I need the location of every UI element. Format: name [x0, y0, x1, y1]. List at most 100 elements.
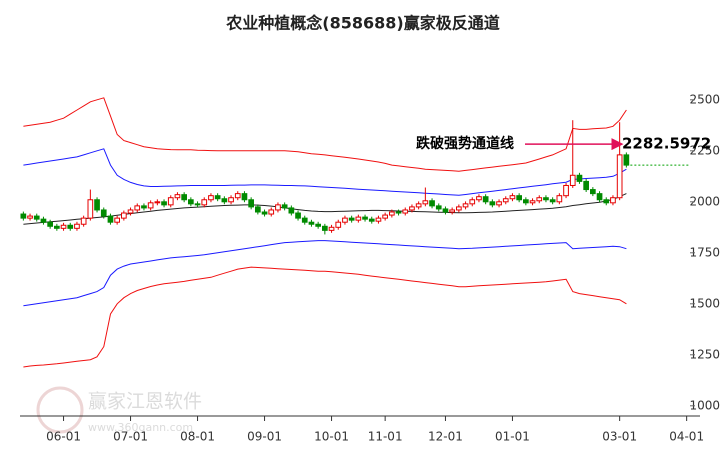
candle-body — [100, 209, 107, 217]
x-tick-label: 08-01 — [180, 430, 215, 444]
candle-body — [435, 205, 442, 210]
candle-body — [529, 200, 536, 204]
channel-line — [23, 97, 627, 172]
candle-body — [147, 202, 154, 209]
candle-body — [295, 212, 301, 219]
candle-body — [516, 195, 522, 201]
candle-body — [489, 201, 496, 206]
candle-body — [27, 215, 33, 219]
candle-body — [80, 217, 87, 225]
candle-body — [154, 201, 161, 204]
candle-body — [40, 218, 47, 223]
candle-body — [502, 198, 509, 203]
candle-body — [556, 195, 563, 203]
candle-body — [342, 217, 348, 223]
candle-body — [596, 193, 603, 201]
candle-body — [482, 196, 489, 203]
candle-body — [409, 206, 415, 211]
candle-body — [402, 209, 409, 214]
candle-body — [134, 205, 141, 211]
candle-body — [181, 194, 187, 201]
x-tick-label: 07-01 — [113, 430, 148, 444]
watermark-text: 赢家江恩软件 — [88, 391, 202, 413]
candle-body — [623, 154, 630, 166]
candle-body — [442, 208, 449, 213]
annotation-value: 2282.5972 — [622, 135, 711, 153]
channel-line — [23, 193, 627, 225]
candle-body — [261, 211, 268, 215]
candle-body — [355, 216, 362, 221]
candle-body — [281, 204, 288, 209]
candle-body — [47, 221, 53, 227]
y-tick-label: 1750 — [689, 245, 720, 259]
candle-body — [543, 197, 549, 201]
watermark-url: www.360gann.com — [88, 421, 193, 434]
y-tick-label: 1250 — [689, 347, 720, 361]
candle-body — [255, 206, 261, 213]
candle-body — [174, 194, 181, 199]
candle-body — [422, 200, 429, 205]
candle-body — [328, 226, 335, 231]
candle-body — [496, 201, 502, 206]
candle-body — [610, 197, 616, 204]
candle-body — [322, 225, 328, 231]
candle-body — [449, 209, 455, 213]
candle-body — [33, 215, 40, 220]
x-tick-label: 06-01 — [46, 430, 81, 444]
candle-body — [583, 180, 589, 191]
candle-body — [389, 211, 395, 216]
x-tick-label: 04-01 — [669, 430, 704, 444]
candle-body — [241, 193, 248, 201]
y-tick-label: 2000 — [689, 194, 720, 208]
candle-body — [382, 214, 388, 219]
y-tick-label: 2250 — [689, 143, 720, 157]
candle-body — [228, 197, 234, 203]
candle-body — [114, 217, 120, 223]
candle-body — [469, 199, 476, 205]
candle-body — [194, 203, 201, 206]
channel-line — [23, 240, 627, 307]
candle-body — [335, 221, 342, 228]
candle-body — [523, 199, 529, 204]
candle-body — [107, 215, 114, 223]
x-tick-label: 09-01 — [247, 430, 282, 444]
candle-body — [127, 209, 134, 214]
candle-body — [348, 217, 355, 221]
candle-body — [395, 211, 402, 214]
candle-body — [268, 209, 275, 215]
candle-body — [569, 174, 576, 186]
candle-body — [67, 224, 74, 229]
candle-body — [201, 199, 208, 206]
candle-body — [315, 223, 321, 227]
candle-body — [476, 196, 482, 201]
candle-body — [368, 218, 375, 222]
candle-body — [415, 203, 422, 208]
candle-body — [188, 199, 194, 205]
candle-body — [590, 189, 596, 195]
x-tick-label: 01-01 — [495, 430, 530, 444]
candle-body — [563, 184, 569, 197]
candle-body — [167, 197, 174, 206]
candle-body — [20, 213, 27, 219]
candle-body — [301, 217, 308, 223]
candle-body — [456, 206, 462, 211]
annotation-text: 跌破强势通道线 — [416, 135, 514, 152]
candle-body — [509, 195, 516, 200]
candle-body — [603, 199, 610, 204]
x-tick-label: 10-01 — [314, 430, 349, 444]
x-tick-label: 12-01 — [428, 430, 463, 444]
candle-body — [60, 224, 67, 229]
x-tick-label: 03-01 — [602, 430, 637, 444]
channel-line — [23, 148, 627, 196]
candle-body — [87, 199, 94, 219]
candle-body — [275, 204, 281, 211]
x-tick-label: 11-01 — [368, 430, 403, 444]
channel-line — [23, 266, 627, 368]
candle-body — [248, 199, 254, 208]
candle-body — [54, 225, 60, 229]
y-tick-label: 1000 — [689, 398, 720, 412]
candle-body — [308, 221, 315, 225]
candle-body — [616, 154, 623, 199]
